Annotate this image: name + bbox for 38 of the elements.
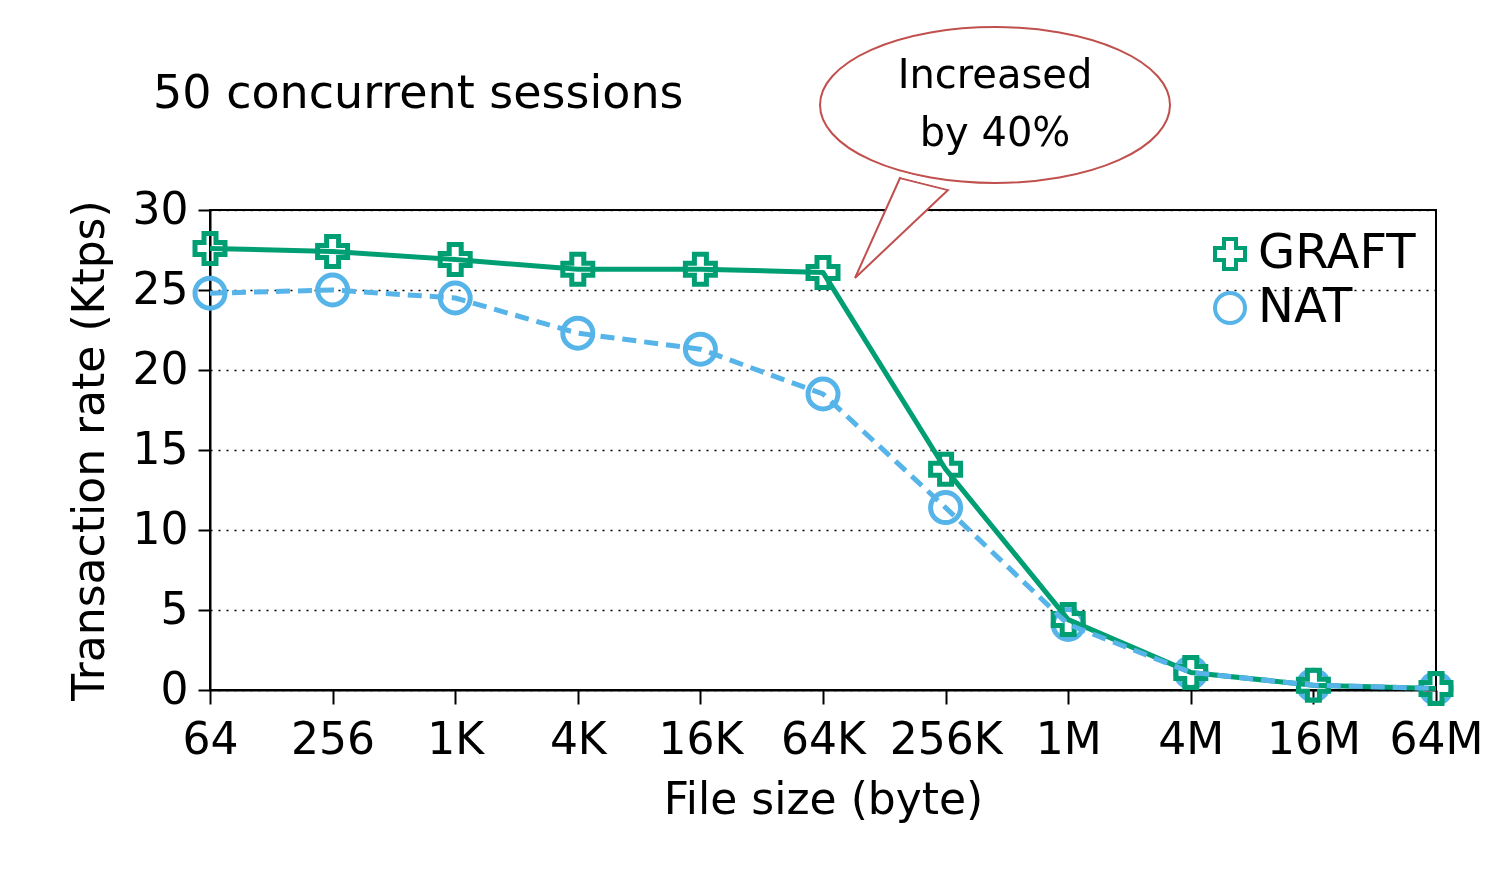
y-tick-label: 15 (132, 422, 189, 474)
y-tick-label: 30 (132, 182, 189, 234)
x-tick-label: 4K (549, 712, 608, 764)
x-tick-label: 64M (1389, 712, 1484, 764)
text: Increased by 40% (896, 50, 1094, 157)
point (437, 242, 473, 278)
point (437, 280, 473, 316)
point (560, 315, 596, 351)
point (315, 234, 351, 270)
point (315, 272, 351, 308)
legend-label: NAT (1258, 277, 1354, 333)
x-tick-label: 256 (291, 712, 376, 764)
x-tick-label: 64K (781, 712, 868, 764)
chart-title: 50 concurrent sessions (153, 65, 684, 119)
x-tick-label: 16K (658, 712, 745, 764)
y-tick-label: 20 (132, 342, 189, 394)
x-tick-label: 256K (889, 712, 1004, 764)
y-tick-label: 25 (132, 262, 189, 314)
x-tick-label: 4M (1158, 712, 1225, 764)
point (928, 451, 964, 487)
x-tick-label: 1K (427, 712, 486, 764)
point (682, 251, 718, 287)
x-tick-label: 1M (1035, 712, 1102, 764)
legend-label: GRAFT (1258, 223, 1417, 279)
point (560, 251, 596, 287)
point (805, 254, 841, 290)
y-tick-label: 0 (160, 662, 189, 714)
point (805, 376, 841, 412)
y-tick-label: 10 (132, 502, 189, 554)
point (928, 490, 964, 526)
point (682, 331, 718, 367)
y-tick-label: 5 (160, 582, 189, 634)
x-axis-title: File size (byte) (663, 772, 984, 824)
x-tick-label: 16M (1266, 712, 1361, 764)
point (192, 230, 228, 266)
y-axis-title: Transaction rate (Ktps) (62, 200, 114, 702)
point (192, 275, 228, 311)
x-tick-label: 64 (182, 712, 239, 764)
